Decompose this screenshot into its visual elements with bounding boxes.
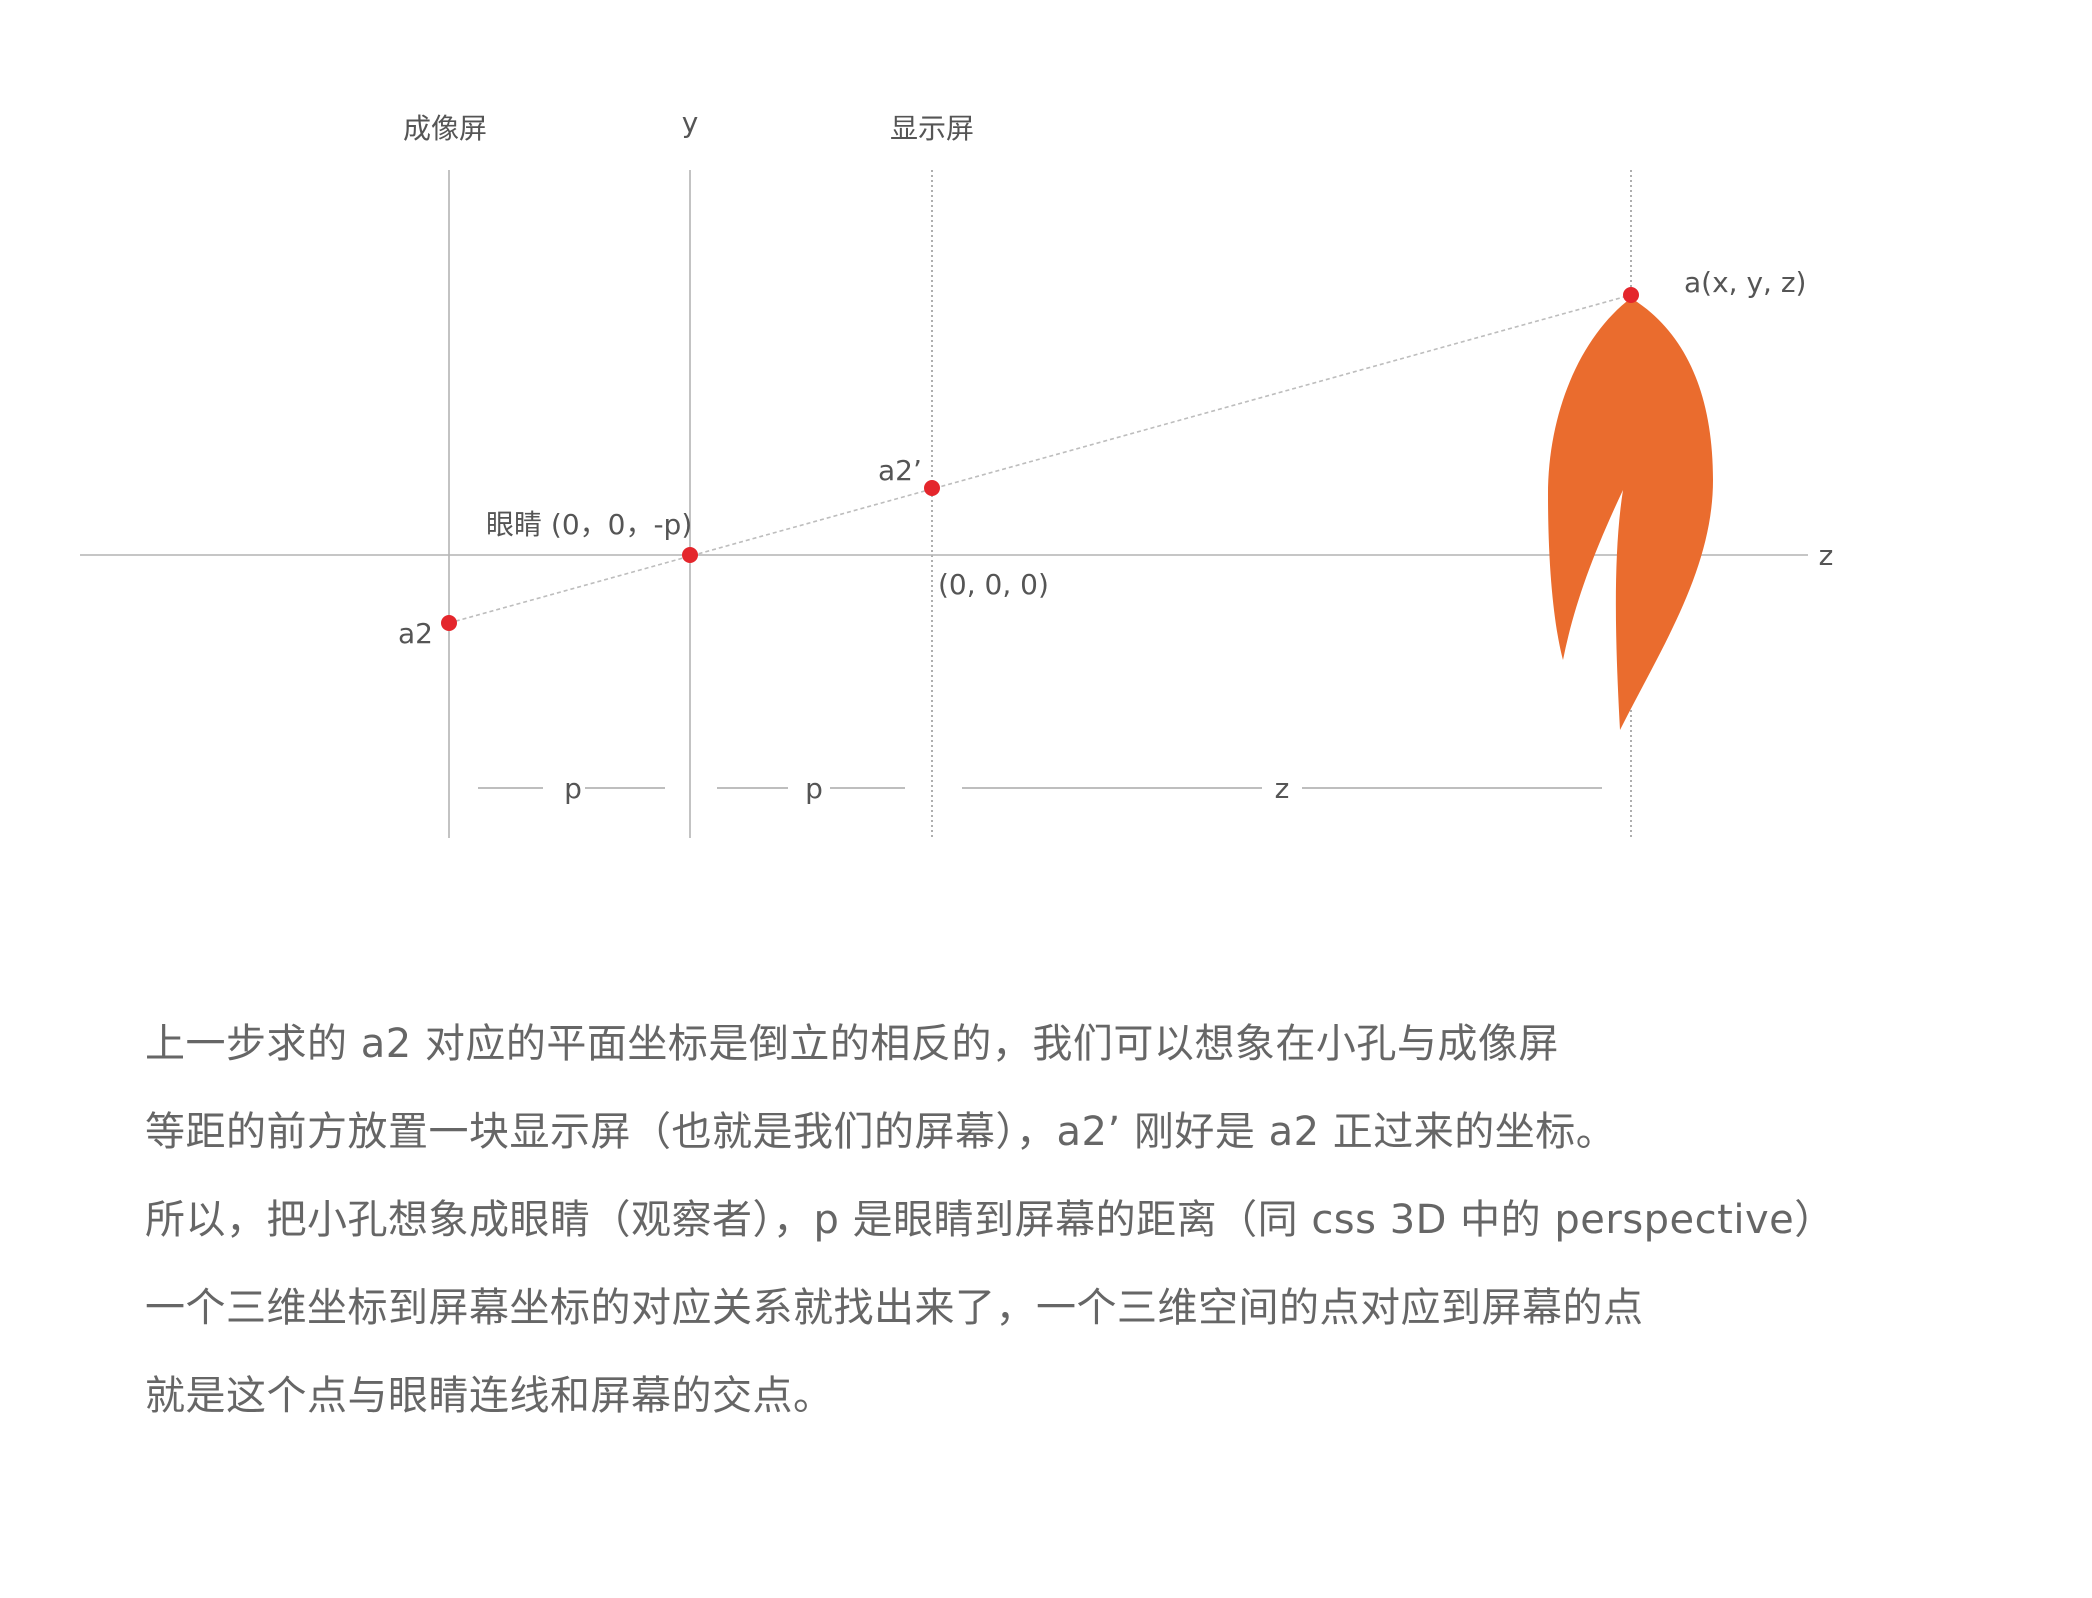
label-z-axis: z bbox=[1819, 539, 1834, 572]
label-dim-z: z bbox=[1275, 772, 1290, 805]
label-point-a2-prime: a2’ bbox=[878, 454, 922, 487]
point-a2-prime bbox=[924, 480, 940, 496]
label-dim-p1: p bbox=[564, 772, 582, 805]
label-display-screen: 显示屏 bbox=[890, 112, 974, 145]
label-point-a: a(x, y, z) bbox=[1684, 266, 1806, 299]
point-a bbox=[1623, 287, 1639, 303]
explanation-line-2: 等距的前方放置一块显示屏（也就是我们的屏幕），a2’ 刚好是 a2 正过来的坐标… bbox=[145, 1109, 1617, 1155]
label-y-axis: y bbox=[682, 106, 699, 139]
point-eye bbox=[682, 547, 698, 563]
label-dim-p2: p bbox=[805, 772, 823, 805]
explanation-line-5: 就是这个点与眼睛连线和屏幕的交点。 bbox=[145, 1373, 834, 1419]
point-a2 bbox=[441, 615, 457, 631]
perspective-projection-diagram: 成像屏 y 显示屏 z a(x, y, z) a2’ 眼睛 (0，0，-p) (… bbox=[80, 106, 1834, 838]
label-imaging-screen: 成像屏 bbox=[403, 112, 487, 145]
label-point-a2: a2 bbox=[398, 617, 433, 650]
flame-icon bbox=[1548, 298, 1713, 730]
projection-ray bbox=[448, 294, 1632, 624]
explanation-line-1: 上一步求的 a2 对应的平面坐标是倒立的相反的，我们可以想象在小孔与成像屏 bbox=[145, 1021, 1559, 1067]
explanation-line-3: 所以，把小孔想象成眼睛（观察者），p 是眼睛到屏幕的距离（同 css 3D 中的… bbox=[145, 1197, 1835, 1243]
explanation-text: 上一步求的 a2 对应的平面坐标是倒立的相反的，我们可以想象在小孔与成像屏 等距… bbox=[145, 1000, 2045, 1440]
label-origin: (0, 0, 0) bbox=[938, 568, 1049, 601]
label-eye: 眼睛 (0，0，-p) bbox=[486, 508, 692, 541]
explanation-line-4: 一个三维坐标到屏幕坐标的对应关系就找出来了，一个三维空间的点对应到屏幕的点 bbox=[145, 1285, 1644, 1331]
